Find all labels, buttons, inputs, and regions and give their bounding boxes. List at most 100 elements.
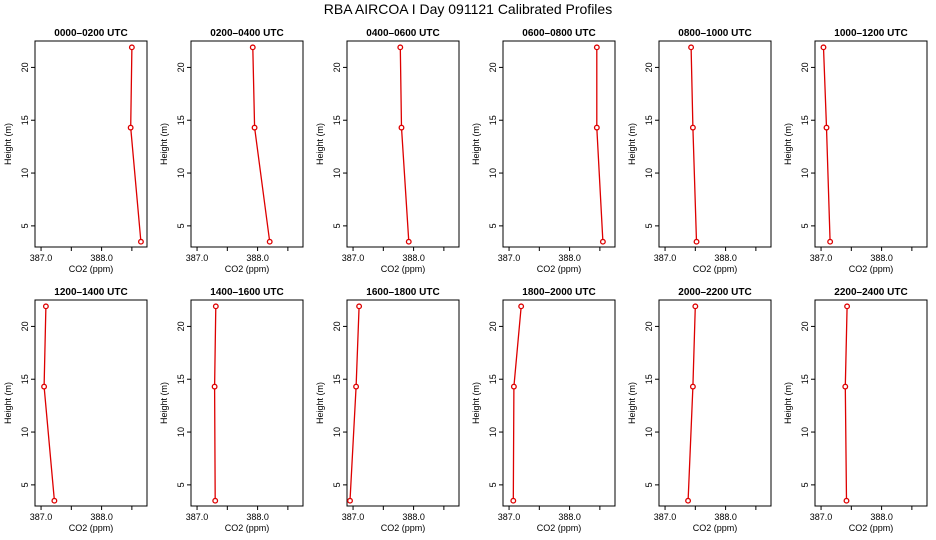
subplot-10: 1800–2000 UTC 387.0 388.0 5 10 15 20 CO2 (ppm) H… <box>471 287 616 533</box>
y-axis-label: Height (m) <box>159 123 169 165</box>
y-tick-label: 20 <box>176 62 186 72</box>
y-tick-label: 5 <box>176 482 186 487</box>
x-tick-label: 387.0 <box>186 512 209 522</box>
subplot-title: 1200–1400 UTC <box>54 287 127 298</box>
x-tick-label: 387.0 <box>342 512 365 522</box>
y-tick-label: 5 <box>20 482 30 487</box>
subplot-title: 0600–0800 UTC <box>522 28 595 39</box>
y-tick-label: 15 <box>332 374 342 384</box>
x-tick-label: 388.0 <box>714 512 737 522</box>
data-point <box>843 497 850 504</box>
y-tick-label: 15 <box>20 374 30 384</box>
x-axis-label: CO2 (ppm) <box>693 523 738 533</box>
data-point <box>510 383 517 390</box>
x-tick-label: 388.0 <box>558 253 581 263</box>
profile-line <box>690 47 698 242</box>
y-tick-label: 15 <box>332 115 342 125</box>
subplot-title: 2000–2200 UTC <box>678 287 751 298</box>
x-axis-label: CO2 (ppm) <box>69 264 114 274</box>
data-point <box>685 497 692 504</box>
plot-frame <box>190 40 304 248</box>
data-point <box>347 497 353 504</box>
y-tick-label: 10 <box>20 427 30 437</box>
y-tick-label: 15 <box>644 115 654 125</box>
y-tick-label: 10 <box>176 427 186 437</box>
data-point <box>266 238 273 245</box>
x-axis-label: CO2 (ppm) <box>693 264 738 274</box>
y-tick-label: 20 <box>800 62 810 72</box>
y-tick-label: 5 <box>176 223 186 228</box>
y-axis-label: Height (m) <box>315 382 325 424</box>
x-axis-label: CO2 (ppm) <box>225 264 270 274</box>
data-point <box>593 44 600 51</box>
subplot-title: 2200–2400 UTC <box>834 287 907 298</box>
profile-line <box>596 47 604 242</box>
data-point <box>820 44 827 51</box>
y-axis-label: Height (m) <box>471 382 481 424</box>
y-tick-label: 20 <box>20 62 30 72</box>
y-tick-label: 5 <box>644 223 654 228</box>
plot-frame <box>814 40 928 248</box>
data-point <box>397 44 404 51</box>
y-axis-label: Height (m) <box>783 382 793 424</box>
y-tick-label: 20 <box>644 321 654 331</box>
data-point <box>251 124 258 131</box>
y-tick-label: 15 <box>488 115 498 125</box>
subplot-8: 1400–1600 UTC 387.0 388.0 5 10 15 20 CO2 (ppm) H… <box>159 287 304 533</box>
subplot-12: 2200–2400 UTC 387.0 388.0 5 10 15 20 CO2 (ppm) H… <box>783 287 928 533</box>
x-tick-label: 387.0 <box>810 253 833 263</box>
data-point <box>405 238 412 245</box>
y-tick-label: 15 <box>644 374 654 384</box>
plot-frame <box>34 299 148 507</box>
plot-frame <box>190 299 304 507</box>
x-tick-label: 388.0 <box>246 253 269 263</box>
y-tick-label: 15 <box>800 374 810 384</box>
plot-frame <box>658 40 772 248</box>
subplot-6: 1000–1200 UTC 387.0 388.0 5 10 15 20 CO2 (ppm) H… <box>783 28 928 274</box>
y-tick-label: 10 <box>488 168 498 178</box>
x-tick-label: 387.0 <box>654 512 677 522</box>
y-axis-label: Height (m) <box>627 123 637 165</box>
y-tick-label: 20 <box>800 321 810 331</box>
x-axis-label: CO2 (ppm) <box>849 264 894 274</box>
subplot-1: 0000–0200 UTC 387.0 388.0 5 10 15 20 CO2 (ppm) H… <box>3 28 148 274</box>
x-axis-label: CO2 (ppm) <box>381 523 426 533</box>
profile-line <box>43 306 56 501</box>
figure-title: RBA AIRCOA I Day 091121 Calibrated Profi… <box>323 1 613 17</box>
y-tick-label: 20 <box>488 62 498 72</box>
profile-line <box>844 306 848 501</box>
subplot-title: 0800–1000 UTC <box>678 28 751 39</box>
data-point <box>593 124 600 131</box>
subplot-4: 0600–0800 UTC 387.0 388.0 5 10 15 20 CO2 (ppm) H… <box>471 28 616 274</box>
y-tick-label: 10 <box>20 168 30 178</box>
data-point <box>211 383 218 390</box>
x-tick-label: 388.0 <box>90 512 113 522</box>
data-point <box>212 303 219 310</box>
y-axis-label: Height (m) <box>3 123 13 165</box>
data-point <box>842 383 849 390</box>
y-tick-label: 10 <box>800 427 810 437</box>
x-axis-label: CO2 (ppm) <box>849 523 894 533</box>
data-point <box>599 238 606 245</box>
y-tick-label: 15 <box>800 115 810 125</box>
subplot-title: 0200–0400 UTC <box>210 28 283 39</box>
x-tick-label: 387.0 <box>186 253 209 263</box>
y-tick-label: 20 <box>20 321 30 331</box>
profile-line <box>213 306 217 501</box>
x-tick-label: 387.0 <box>654 253 677 263</box>
y-tick-label: 5 <box>488 482 498 487</box>
subplot-title: 1400–1600 UTC <box>210 287 283 298</box>
y-tick-label: 15 <box>176 115 186 125</box>
y-tick-label: 5 <box>800 223 810 228</box>
subplot-9: 1600–1800 UTC 387.0 388.0 5 10 15 20 CO2 (ppm) H… <box>315 287 460 533</box>
plot-frame <box>814 299 928 507</box>
x-tick-label: 387.0 <box>498 512 521 522</box>
y-tick-label: 15 <box>488 374 498 384</box>
data-point <box>212 497 219 504</box>
data-point <box>249 44 256 51</box>
y-tick-label: 20 <box>332 321 342 331</box>
x-tick-label: 387.0 <box>30 253 53 263</box>
x-tick-label: 387.0 <box>342 253 365 263</box>
profile-line <box>512 306 522 501</box>
